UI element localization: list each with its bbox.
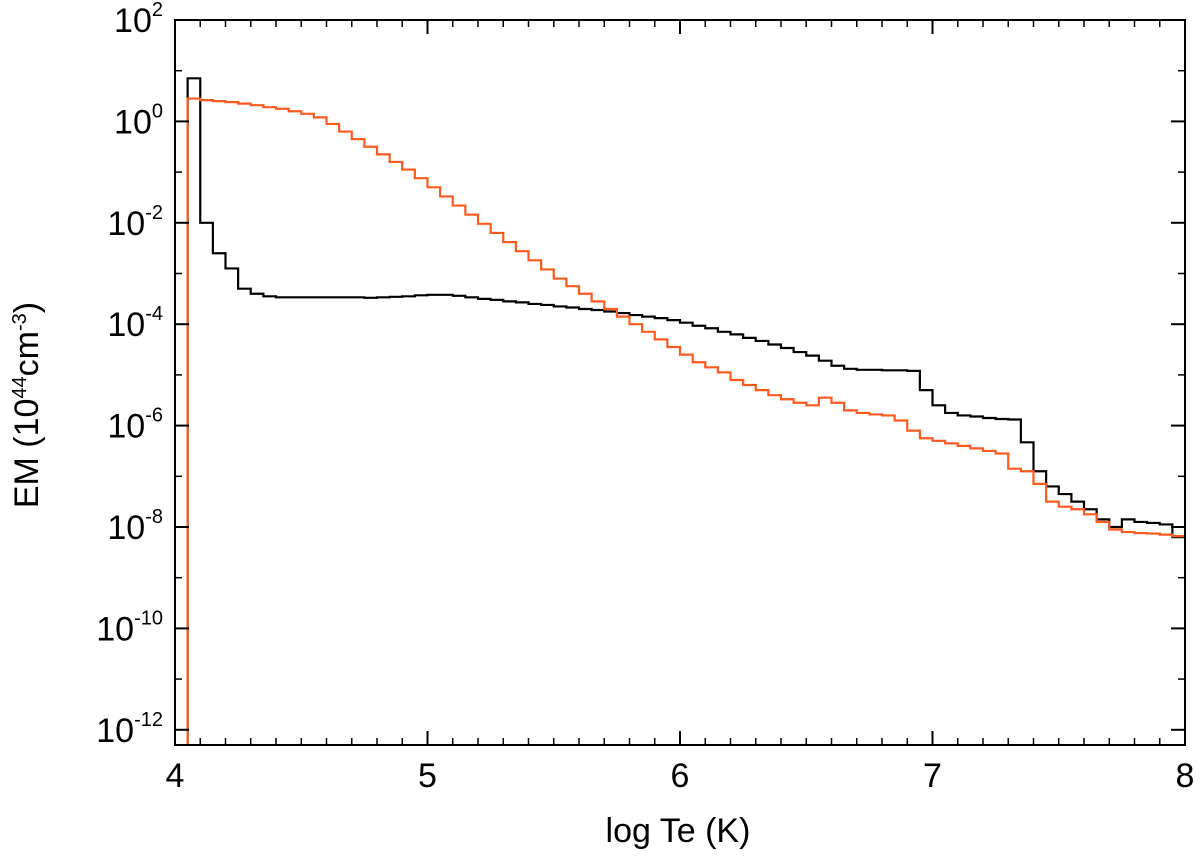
y-tick-label: 10-6 xyxy=(107,405,163,446)
y-tick-label: 10-8 xyxy=(107,506,163,547)
y-axis-title: EM (1044cm-3) xyxy=(8,302,46,508)
y-tick-label: 102 xyxy=(114,0,163,40)
y-tick-label: 10-10 xyxy=(96,607,163,648)
x-tick-label: 8 xyxy=(1176,757,1195,795)
y-tick-label: 10-12 xyxy=(96,709,163,750)
y-tick-label: 10-4 xyxy=(107,303,163,344)
x-tick-label: 4 xyxy=(166,757,185,795)
plot-frame xyxy=(174,19,1186,746)
x-tick-label: 6 xyxy=(671,757,690,795)
y-tick-label: 100 xyxy=(114,100,163,141)
series-line-1 xyxy=(186,77,1185,745)
series-line-2 xyxy=(186,97,1185,745)
x-axis-title: log Te (K) xyxy=(606,812,751,850)
x-tick-label: 5 xyxy=(418,757,437,795)
x-tick-label: 7 xyxy=(923,757,942,795)
y-tick-label: 10-2 xyxy=(107,202,163,243)
